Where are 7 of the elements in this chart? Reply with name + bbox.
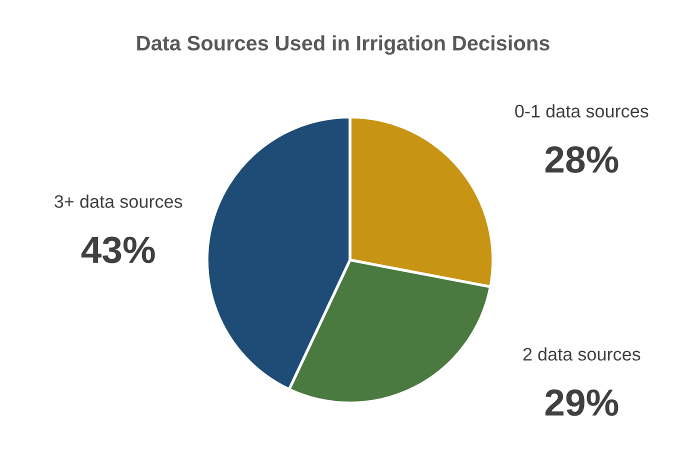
slice-label: 3+ data sources [54,194,182,208]
slice-label: 0-1 data sources [515,104,648,118]
data-label: 29% [545,389,618,416]
data-label: 43% [81,236,155,264]
chart-title: Data Sources Used in Irrigation Decisions [137,35,550,55]
data-label: 28% [545,146,618,173]
slice-label: 2 data sources [523,347,640,361]
